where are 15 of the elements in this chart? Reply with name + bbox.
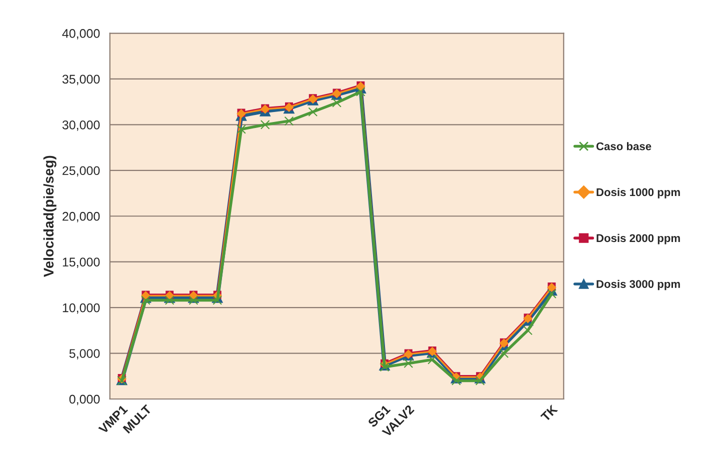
legend-label: Dosis 1000 ppm [596, 188, 680, 198]
y-tick-label: 35,000 [62, 74, 100, 86]
y-tick-label: 5,000 [69, 349, 100, 360]
x-tick-label: TK [540, 404, 558, 422]
y-tick-label: 25,000 [62, 166, 100, 177]
y-tick-label: 15,000 [62, 258, 100, 268]
y-tick-label: 10,000 [62, 303, 100, 314]
legend-label: Dosis 2000 ppm [596, 234, 680, 244]
y-tick-label: 40,000 [62, 29, 100, 40]
legend-label: Dosis 3000 ppm [596, 280, 680, 290]
y-tick-label: 30,000 [62, 120, 100, 131]
y-tick-label: 0,000 [69, 394, 100, 406]
legend-label: Caso base [596, 142, 652, 150]
y-tick-label: 20,000 [62, 212, 100, 222]
y-axis-title: Velocidad(pie/seg) [43, 156, 56, 277]
